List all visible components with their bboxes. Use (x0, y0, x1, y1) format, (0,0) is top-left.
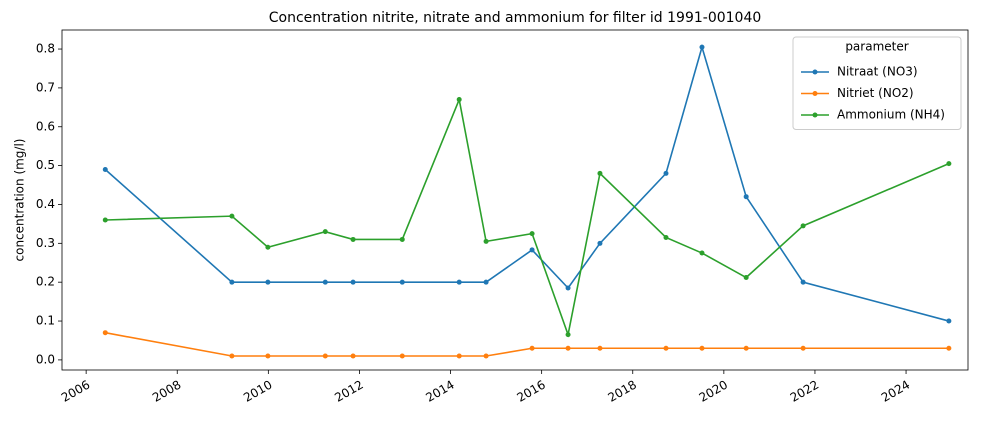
data-point (946, 318, 952, 324)
data-point (322, 353, 328, 359)
data-point (597, 345, 603, 351)
data-point (102, 166, 108, 172)
data-point (699, 345, 705, 351)
series-line (105, 96, 950, 338)
x-tick-label: 2012 (332, 378, 365, 405)
data-point (483, 353, 489, 359)
y-axis-label: concentration (mg/l) (13, 139, 27, 262)
data-point (946, 161, 952, 167)
legend-title: parameter (845, 40, 908, 54)
series-line (105, 331, 949, 357)
data-point (597, 170, 603, 176)
data-point (800, 345, 806, 351)
legend-label: Nitraat (NO3) (837, 65, 918, 79)
data-point (456, 279, 462, 285)
data-point (350, 279, 356, 285)
data-point (456, 97, 462, 103)
data-point (663, 234, 669, 240)
data-point (399, 236, 405, 242)
data-point (265, 353, 271, 359)
x-tick-label: 2024 (879, 378, 912, 405)
data-point (483, 238, 489, 244)
data-point (800, 223, 806, 229)
y-tick-label: 0.8 (36, 42, 55, 56)
data-point (743, 275, 749, 281)
data-point (663, 170, 669, 176)
data-point (399, 279, 405, 285)
data-point (265, 279, 271, 285)
data-point (322, 279, 328, 285)
legend-marker (812, 91, 818, 96)
data-point (663, 345, 669, 351)
data-point (350, 236, 356, 242)
data-point (565, 285, 571, 291)
data-point (102, 330, 108, 336)
y-tick-label: 0.5 (36, 158, 55, 172)
data-point (456, 353, 462, 359)
x-tick-label: 2014 (423, 378, 456, 405)
data-point (946, 345, 952, 351)
plot-frame (61, 29, 969, 371)
data-point (529, 231, 535, 237)
chart-title: Concentration nitrite, nitrate and ammon… (269, 10, 762, 26)
data-point (102, 217, 108, 223)
data-point (229, 353, 235, 359)
data-point (229, 213, 235, 219)
data-point (565, 345, 571, 351)
data-point (529, 345, 535, 351)
data-point (229, 279, 235, 285)
x-tick-label: 2016 (514, 378, 547, 405)
data-point (743, 194, 749, 200)
x-tick-label: 2008 (150, 378, 183, 405)
legend-box (792, 36, 962, 130)
data-point (565, 332, 571, 338)
y-tick-label: 0.2 (36, 275, 55, 289)
data-point (322, 229, 328, 235)
y-tick-label: 0.3 (36, 236, 55, 250)
data-point (699, 250, 705, 256)
x-tick-label: 2020 (697, 378, 730, 405)
series-line (104, 44, 950, 322)
data-point (529, 247, 535, 253)
y-tick-label: 0.1 (36, 314, 55, 328)
data-point (350, 353, 356, 359)
y-tick-label: 0.7 (36, 80, 55, 94)
data-point (699, 44, 705, 50)
data-point (399, 353, 405, 359)
y-tick-label: 0.0 (36, 352, 55, 366)
data-point (265, 244, 271, 250)
legend-marker (812, 69, 818, 75)
data-point (800, 279, 806, 285)
x-tick-label: 2010 (241, 378, 274, 405)
data-point (483, 279, 489, 285)
x-tick-label: 2018 (606, 378, 639, 405)
x-tick-label: 2022 (788, 378, 821, 405)
legend-marker (812, 112, 818, 118)
legend-label: Nitriet (NO2) (837, 86, 914, 100)
y-tick-label: 0.4 (36, 197, 55, 211)
x-tick-label: 2006 (59, 378, 92, 405)
data-point (597, 240, 603, 246)
legend-label: Ammonium (NH4) (837, 108, 945, 122)
y-tick-label: 0.6 (36, 119, 55, 133)
data-point (743, 345, 749, 351)
